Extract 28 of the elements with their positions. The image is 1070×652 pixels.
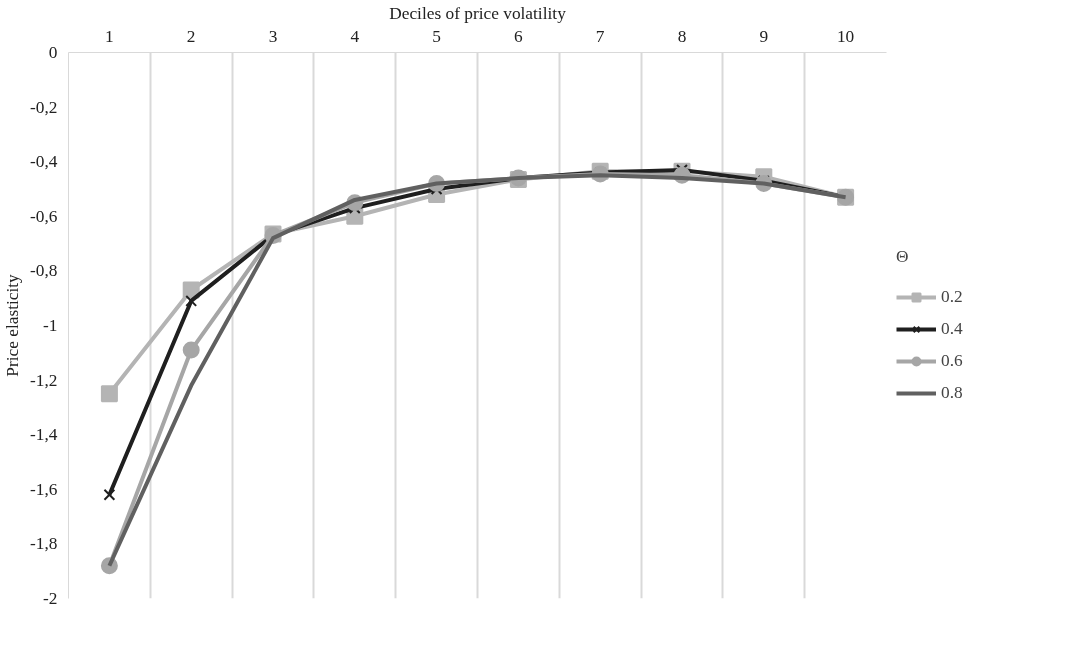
legend-title: Θ [896,247,910,267]
legend-label: 0.2 [941,287,963,307]
y-axis-title: Price elasticity [3,273,23,377]
y-tick-label: -0,4 [30,152,58,172]
x-tick-label: 7 [595,26,605,46]
y-tick-label: -0,6 [30,206,58,226]
x-axis-title: Deciles of price volatility [389,3,567,23]
y-tick-label: 0 [48,43,58,62]
y-tick-label: -0,2 [30,97,58,117]
x-tick-label: 3 [268,26,278,46]
x-tick-label: 5 [432,26,441,46]
y-tick-label: -2 [43,589,58,608]
x-tick-label: 6 [514,26,524,46]
y-tick-label: -1,8 [30,534,58,554]
x-tick-label: 4 [350,26,360,46]
y-tick-label: -0,8 [30,261,58,281]
y-tick-label: -1 [43,316,58,335]
y-tick-label: -1,4 [30,425,58,445]
legend-label: 0.8 [941,383,963,403]
x-tick-label: 8 [677,26,687,46]
x-tick-label: 1 [105,26,114,46]
y-tick-label: -1,6 [30,479,58,499]
legend-label: 0.6 [941,351,963,371]
y-tick-label: -1,2 [30,370,58,390]
legend-label: 0.4 [941,319,963,339]
x-tick-label: 9 [759,26,769,46]
x-tick-label: 2 [186,26,196,46]
x-tick-label: 10 [836,26,855,46]
